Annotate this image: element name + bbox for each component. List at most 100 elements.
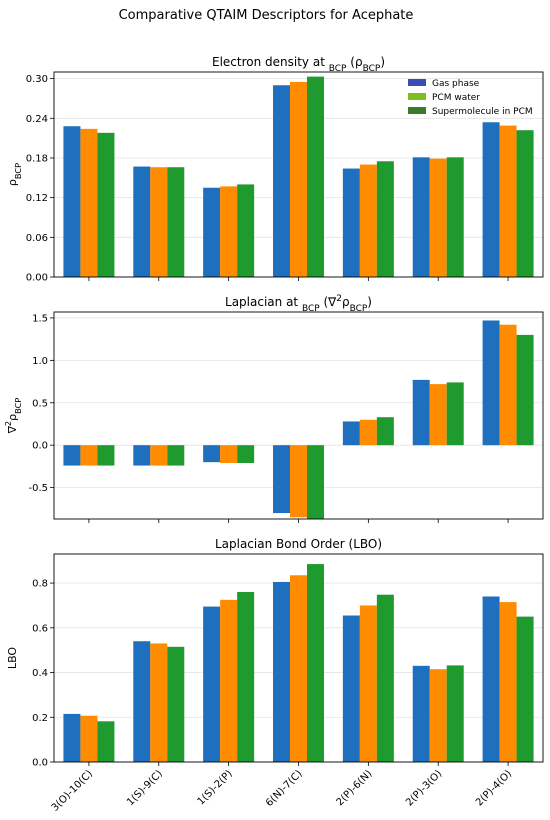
x-tick-label: 6(N)-7(C) [264,768,305,809]
bar-pcm-water-4 [290,81,307,277]
bar-pcm-water-3 [220,445,238,464]
x-tick-label: 1(S)-2(P) [196,768,235,807]
bar-gas-phase-3 [203,187,221,277]
x-tick-label: 1(S)-9(C) [125,768,165,808]
bar-pcm-water-3 [220,599,238,762]
bar-supermolecule-in-pcm-5 [376,417,394,446]
bar-supermolecule-in-pcm-3 [237,184,255,277]
bar-pcm-water-2 [150,167,168,277]
bar-gas-phase-5 [342,421,360,446]
bar-gas-phase-4 [273,445,290,514]
bar-supermolecule-in-pcm-7 [516,616,534,762]
bar-gas-phase-1 [63,126,81,278]
y-tick-label: 1.0 [32,356,48,367]
bar-gas-phase-5 [342,615,360,762]
bar-pcm-water-7 [499,324,517,446]
bar-pcm-water-3 [220,186,238,277]
bar-gas-phase-2 [133,166,151,277]
bar-pcm-water-5 [359,605,377,762]
bar-supermolecule-in-pcm-2 [167,646,185,762]
bar-pcm-water-2 [150,643,168,762]
bar-gas-phase-2 [133,445,151,466]
bar-pcm-water-5 [359,419,377,446]
bar-supermolecule-in-pcm-7 [516,130,534,277]
y-tick-label: 0.8 [32,579,48,590]
y-axis-label: ρBCP [6,163,23,186]
bar-pcm-water-5 [359,164,377,277]
bar-gas-phase-7 [482,320,500,446]
bar-pcm-water-1 [80,715,98,762]
bar-gas-phase-6 [412,665,430,762]
x-tick-label: 3(O)-10(C) [50,768,95,813]
bar-gas-phase-1 [63,713,81,762]
bar-supermolecule-in-pcm-4 [307,76,324,278]
bar-gas-phase-2 [133,641,151,762]
bar-gas-phase-4 [273,85,290,278]
bar-supermolecule-in-pcm-1 [97,721,115,762]
bar-gas-phase-6 [412,157,430,277]
bar-supermolecule-in-pcm-6 [446,382,464,446]
legend-label: Supermolecule in PCM [432,107,533,117]
y-axis-label: ∇2ρBCP [3,398,23,435]
bar-gas-phase-3 [203,606,221,762]
bar-pcm-water-6 [429,158,447,277]
y-tick-label: 0.6 [32,623,48,634]
bar-supermolecule-in-pcm-3 [237,592,255,762]
bar-pcm-water-6 [429,384,447,446]
bar-supermolecule-in-pcm-1 [97,132,115,277]
bar-supermolecule-in-pcm-6 [446,665,464,762]
legend-label: Gas phase [432,79,480,89]
legend: Gas phase PCM water Supermolecule in PCM [408,79,533,117]
panel-title: Laplacian at BCP (∇2ρBCP) [225,294,372,314]
y-tick-label: 1.5 [32,313,48,324]
x-tick-label: 2(P)-3(O) [404,768,444,808]
figure-title: Comparative QTAIM Descriptors for Acepha… [119,8,414,23]
legend-swatch [408,107,426,114]
bar-supermolecule-in-pcm-4 [307,445,324,519]
bar-gas-phase-4 [273,581,290,762]
bar-supermolecule-in-pcm-6 [446,157,464,277]
bar-supermolecule-in-pcm-3 [237,445,255,464]
bar-supermolecule-in-pcm-2 [167,445,185,466]
bar-pcm-water-7 [499,602,517,762]
y-tick-label: -0.5 [28,483,48,494]
bar-gas-phase-6 [412,379,430,446]
bar-gas-phase-7 [482,122,500,278]
y-tick-label: 0.4 [32,668,48,679]
chart-panel-1: 0.00 0.06 0.12 0.18 0.24 0.30 Electron density… [6,55,544,284]
charts-container: 0.00 0.06 0.12 0.18 0.24 0.30 Electron density… [3,55,544,814]
panel-title: Laplacian Bond Order (LBO) [215,537,382,551]
x-tick-label: 2(P)-6(N) [335,768,375,808]
bar-pcm-water-7 [499,125,517,277]
bar-supermolecule-in-pcm-4 [307,564,324,762]
y-tick-label: 0.5 [32,398,48,409]
bar-pcm-water-2 [150,445,168,466]
y-tick-label: 0.00 [26,273,48,284]
bar-supermolecule-in-pcm-7 [516,334,534,446]
bar-supermolecule-in-pcm-5 [376,594,394,762]
y-tick-label: 0.0 [32,441,48,452]
y-tick-label: 0.2 [32,713,48,724]
chart-panel-2: -0.5 0.0 0.5 1.0 1.5 Laplacian at BCP (∇2ρBCP… [3,294,544,523]
y-axis-label: LBO [6,647,19,669]
bar-gas-phase-7 [482,596,500,762]
legend-label: PCM water [432,93,480,103]
legend-swatch [408,79,426,86]
y-tick-label: 0.0 [32,758,48,769]
y-tick-label: 0.30 [26,74,48,85]
bar-gas-phase-3 [203,445,221,463]
panel-title: Electron density at BCP (ρBCP) [212,55,385,74]
bar-supermolecule-in-pcm-5 [376,161,394,277]
chart-panel-3: 0.0 0.2 0.4 0.6 0.8 Laplacian Bond Order (LBO… [6,537,544,814]
y-tick-label: 0.06 [26,233,48,244]
x-tick-label: 2(P)-4(O) [474,768,514,808]
bar-supermolecule-in-pcm-2 [167,167,185,277]
bar-supermolecule-in-pcm-1 [97,445,115,466]
bar-gas-phase-5 [342,168,360,277]
bar-pcm-water-1 [80,128,98,277]
bar-pcm-water-4 [290,445,307,518]
bar-pcm-water-4 [290,575,307,762]
y-tick-label: 0.12 [26,193,48,204]
y-tick-label: 0.18 [26,153,48,164]
